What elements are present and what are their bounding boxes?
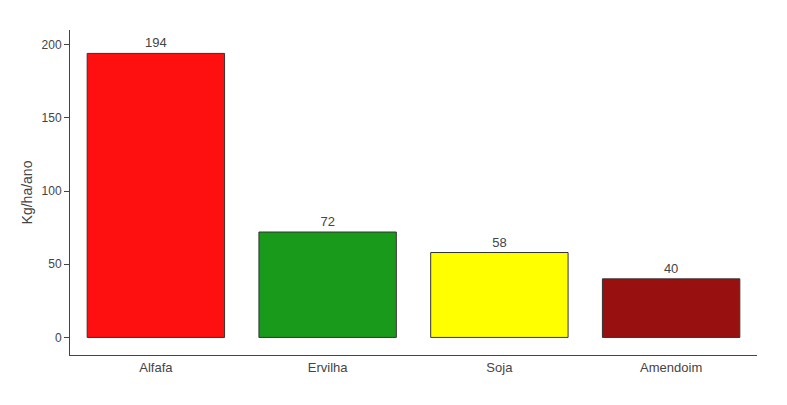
svg-text:50: 50 (48, 257, 62, 271)
svg-text:72: 72 (320, 214, 334, 229)
svg-text:Amendoim: Amendoim (640, 360, 702, 375)
svg-text:150: 150 (42, 111, 62, 125)
svg-text:Alfafa: Alfafa (139, 360, 173, 375)
svg-text:58: 58 (492, 235, 506, 250)
svg-text:Kg/ha/ano: Kg/ha/ano (19, 160, 35, 224)
svg-text:200: 200 (42, 38, 62, 52)
svg-text:194: 194 (145, 35, 167, 50)
svg-text:Soja: Soja (486, 360, 513, 375)
svg-text:0: 0 (55, 331, 62, 345)
svg-text:40: 40 (664, 261, 678, 276)
svg-text:100: 100 (42, 184, 62, 198)
svg-text:Ervilha: Ervilha (308, 360, 349, 375)
